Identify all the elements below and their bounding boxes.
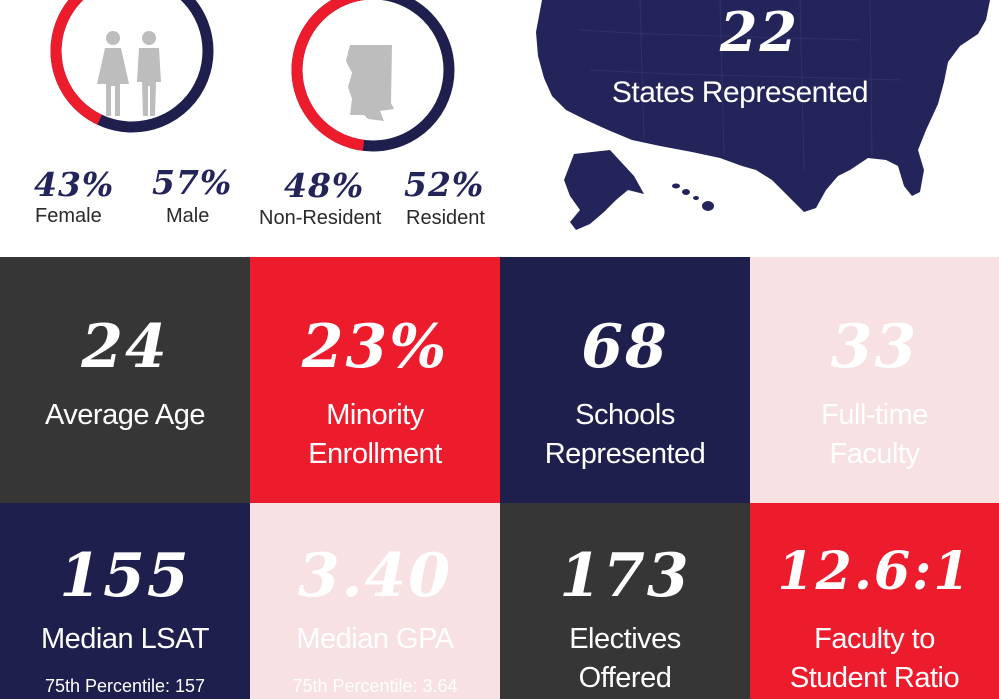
tile-number: 23% (301, 312, 449, 382)
tile-number: 3.40 (297, 541, 453, 611)
female-percent: 43% (34, 165, 115, 204)
tile-schools-represented: 68 Schools Represented (500, 257, 750, 503)
female-male-figures-icon (97, 31, 161, 116)
tile-caption-line1: Minority (326, 399, 424, 431)
tile-electives-offered: 173 Electives Offered (500, 503, 750, 699)
male-label: Male (166, 205, 210, 227)
tile-number: 68 (581, 312, 669, 382)
tile-subcaption: 75th Percentile: 3.64 (292, 676, 458, 696)
tile-number: 33 (830, 312, 919, 382)
states-label: States Represented (611, 76, 869, 109)
tile-number: 155 (59, 541, 191, 611)
tile-caption-line2: Enrollment (308, 438, 442, 470)
tile-caption-line2: Offered (578, 662, 672, 694)
residency-donut-chart (290, 0, 456, 153)
female-label: Female (35, 205, 102, 227)
tile-caption: Median LSAT (40, 623, 210, 655)
resident-label: Resident (406, 207, 485, 229)
tile-caption-line2: Represented (544, 438, 706, 470)
tile-number: 12.6:1 (777, 541, 972, 602)
gender-donut-female-arc (50, 0, 214, 133)
tile-subcaption: 75th Percentile: 157 (44, 676, 206, 696)
nonresident-percent: 48% (284, 166, 365, 205)
tile-median-gpa: 3.40 Median GPA 75th Percentile: 3.64 (250, 503, 500, 699)
tile-caption-line2: Student Ratio (789, 662, 960, 694)
male-percent: 57% (152, 163, 233, 202)
states-count: 22 (719, 0, 800, 64)
gender-donut-chart (49, 0, 215, 134)
residency-donut-svg (291, 0, 455, 152)
gender-donut-svg (50, 0, 214, 133)
tile-caption: Median GPA (296, 623, 454, 655)
tile-caption-line1: Schools (575, 399, 675, 431)
tile-full-time-faculty: 33 Full-time Faculty (750, 257, 999, 503)
usa-map-icon (536, 0, 990, 230)
tile-minority-enrollment: 23% Minority Enrollment (250, 257, 500, 503)
tile-average-age: 24 Average Age (0, 257, 250, 503)
states-represented-map: 22 States Represented (520, 0, 999, 257)
tile-median-lsat: 155 Median LSAT 75th Percentile: 157 (0, 503, 250, 699)
mississippi-state-icon (346, 45, 394, 121)
tile-faculty-student-ratio: 12.6:1 Faculty to Student Ratio (750, 503, 999, 699)
resident-percent: 52% (404, 165, 485, 204)
tile-number: 24 (81, 312, 169, 382)
top-stats-section: 43% 57% Female Male 48% 52% Non-Resident… (0, 0, 999, 257)
tile-caption-line1: Full-time (821, 399, 928, 431)
tile-caption-line1: Electives (569, 623, 681, 655)
tile-number: 173 (559, 541, 691, 611)
tile-caption-line2: Faculty (829, 438, 920, 470)
tile-caption-line1: Faculty to (814, 623, 935, 655)
nonresident-label: Non-Resident (259, 207, 382, 229)
tile-caption: Average Age (44, 399, 206, 431)
